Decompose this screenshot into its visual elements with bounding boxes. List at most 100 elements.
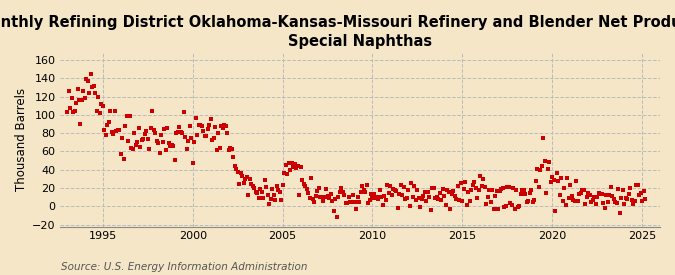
Point [527, 200, 538, 204]
Point [267, 187, 277, 191]
Point [628, 202, 639, 206]
Point [161, 148, 171, 152]
Point [138, 137, 148, 141]
Point [538, 136, 549, 140]
Point [349, 199, 360, 204]
Point [222, 131, 233, 135]
Point [114, 128, 125, 133]
Point [256, 189, 267, 194]
Point [286, 161, 297, 166]
Point [472, 196, 483, 200]
Point [297, 178, 308, 182]
Point [343, 195, 354, 199]
Point [497, 186, 508, 191]
Point [549, 208, 560, 213]
Point [183, 139, 194, 143]
Point [134, 126, 144, 130]
Point [337, 189, 348, 194]
Point [188, 160, 198, 165]
Point [630, 183, 641, 187]
Point [425, 208, 436, 212]
Point [234, 182, 244, 186]
Point [331, 215, 342, 219]
Point [174, 125, 185, 129]
Point [502, 185, 513, 189]
Point [194, 122, 205, 127]
Point [491, 189, 502, 193]
Point [291, 166, 302, 170]
Point [592, 195, 603, 200]
Point [124, 113, 135, 118]
Point [383, 191, 394, 195]
Point [387, 192, 398, 197]
Title: Monthly Refining District Oklahoma-Kansas-Missouri Refinery and Blender Net Prod: Monthly Refining District Oklahoma-Kansa… [0, 15, 675, 49]
Point [499, 205, 510, 209]
Point [544, 160, 555, 164]
Point [252, 191, 263, 195]
Point [346, 200, 357, 205]
Point [360, 190, 371, 194]
Point [180, 135, 191, 139]
Point [165, 144, 176, 148]
Point [458, 186, 469, 191]
Point [430, 196, 441, 200]
Point [431, 195, 442, 199]
Point [603, 192, 614, 197]
Point [485, 200, 496, 204]
Point [494, 189, 505, 193]
Point [120, 123, 131, 128]
Point [109, 109, 120, 113]
Point [533, 185, 544, 189]
Point [96, 101, 107, 106]
Point [228, 155, 239, 159]
Point [132, 140, 143, 144]
Point [163, 141, 174, 145]
Point [607, 194, 618, 198]
Point [617, 187, 628, 192]
Point [95, 111, 105, 115]
Point [264, 202, 275, 207]
Point [122, 114, 132, 119]
Point [238, 181, 249, 185]
Point [415, 205, 426, 209]
Point [321, 187, 331, 191]
Point [318, 199, 329, 204]
Point [220, 124, 231, 128]
Point [467, 183, 478, 187]
Point [172, 129, 183, 134]
Point [470, 186, 481, 190]
Point [319, 195, 330, 200]
Point [198, 129, 209, 133]
Point [294, 192, 304, 197]
Point [586, 199, 597, 204]
Point [328, 209, 339, 213]
Point [71, 101, 82, 106]
Point [608, 196, 619, 201]
Point [366, 192, 377, 196]
Point [566, 194, 577, 198]
Point [457, 199, 468, 203]
Point [199, 134, 210, 138]
Point [65, 105, 76, 110]
Point [443, 190, 454, 194]
Point [280, 163, 291, 168]
Point [68, 109, 78, 114]
Point [205, 117, 216, 121]
Point [155, 151, 165, 155]
Point [308, 200, 319, 204]
Point [141, 129, 152, 133]
Point [76, 98, 87, 102]
Point [63, 89, 74, 94]
Point [162, 126, 173, 130]
Point [189, 140, 200, 145]
Point [186, 136, 196, 141]
Point [128, 147, 138, 151]
Point [142, 136, 153, 141]
Point [342, 201, 352, 206]
Point [313, 186, 324, 190]
Point [90, 91, 101, 95]
Point [520, 192, 531, 196]
Point [560, 203, 571, 208]
Point [103, 120, 114, 125]
Point [259, 178, 270, 182]
